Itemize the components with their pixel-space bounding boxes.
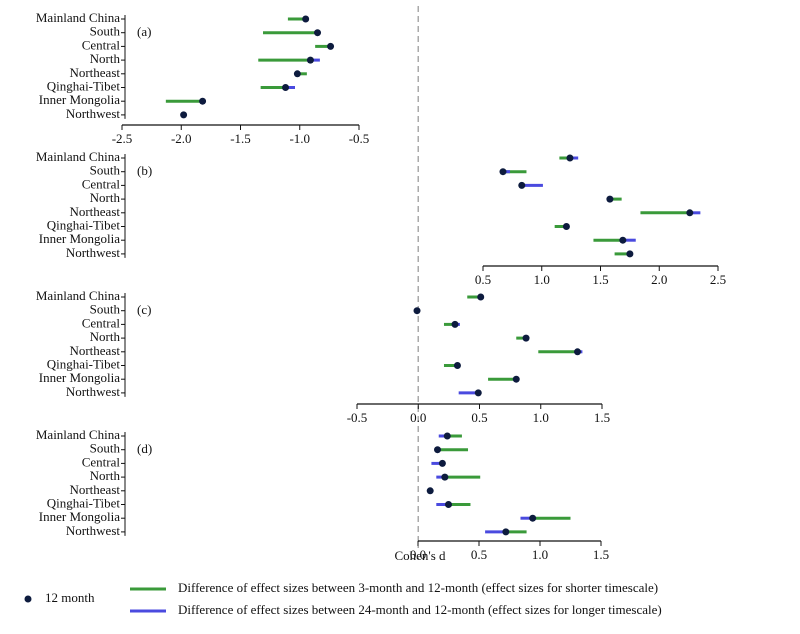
x-tick-label: 1.0 (534, 272, 550, 287)
category-label: Inner Mongolia (39, 370, 120, 385)
dot (562, 223, 570, 230)
legend-label: 12 month (45, 590, 95, 605)
x-tick-label: 1.5 (594, 410, 610, 425)
x-tick-label: -1.0 (289, 131, 310, 146)
dot (626, 250, 634, 258)
x-tick-label: 2.5 (710, 272, 726, 287)
category-label: South (90, 302, 121, 317)
dot (293, 70, 301, 78)
dot (574, 348, 581, 356)
panel-label: (b) (137, 163, 152, 178)
x-tick-label: 0.0 (410, 547, 426, 562)
category-label: North (90, 51, 121, 66)
dot (512, 375, 520, 383)
legend-marker (24, 595, 32, 603)
category-label: Qinghai-Tibet (47, 356, 121, 371)
dot (477, 293, 485, 301)
dot (445, 501, 452, 508)
dot (619, 236, 627, 244)
category-label: Northwest (66, 106, 121, 121)
x-tick-label: 1.5 (593, 547, 609, 562)
category-label: North (90, 190, 121, 205)
category-label: Mainland China (36, 427, 120, 442)
dot (451, 320, 459, 328)
category-label: North (90, 329, 121, 344)
x-tick-label: -0.5 (349, 131, 370, 146)
dot (502, 528, 510, 536)
category-label: Qinghai-Tibet (47, 495, 121, 510)
dot (306, 56, 314, 64)
panel-label: (d) (137, 441, 152, 456)
x-tick-label: 0.5 (471, 410, 487, 425)
dot (282, 84, 290, 91)
dot (438, 459, 446, 467)
category-label: Inner Mongolia (39, 509, 120, 524)
x-tick-label: 1.0 (533, 410, 549, 425)
x-tick-label: 0.5 (471, 547, 487, 562)
category-label: South (90, 24, 121, 39)
category-label: Northeast (69, 65, 120, 80)
category-label: Northeast (69, 482, 120, 497)
dot (686, 209, 694, 217)
category-label: Central (82, 176, 121, 191)
dot (441, 473, 449, 481)
legend-label: Difference of effect sizes between 3-mon… (178, 580, 658, 595)
dot (413, 307, 421, 315)
category-label: Central (82, 37, 121, 52)
category-label: Mainland China (36, 149, 120, 164)
category-label: Central (82, 454, 121, 469)
category-label: North (90, 468, 121, 483)
x-tick-label: 1.5 (592, 272, 608, 287)
x-tick-label: -0.5 (347, 410, 368, 425)
dot (522, 334, 530, 342)
category-label: Northwest (66, 523, 121, 538)
x-tick-label: -2.0 (171, 131, 192, 146)
dot (443, 432, 451, 440)
dot (302, 15, 310, 23)
x-tick-label: 0.5 (475, 272, 491, 287)
category-label: Inner Mongolia (39, 92, 120, 107)
dot (314, 29, 322, 37)
panel-label: (a) (137, 24, 151, 39)
dot (434, 446, 442, 454)
dot (606, 195, 614, 203)
dot (180, 111, 188, 119)
category-label: Mainland China (36, 288, 120, 303)
x-tick-label: 1.0 (532, 547, 548, 562)
dot (453, 362, 461, 369)
dot (518, 181, 526, 189)
panel-label: (c) (137, 302, 151, 317)
category-label: South (90, 441, 121, 456)
category-label: Northeast (69, 343, 120, 358)
dot (199, 97, 207, 105)
category-label: Inner Mongolia (39, 231, 120, 246)
category-label: Qinghai-Tibet (47, 78, 121, 93)
category-label: Central (82, 315, 121, 330)
category-label: Northwest (66, 384, 121, 399)
dot (529, 514, 537, 522)
category-label: Qinghai-Tibet (47, 217, 121, 232)
dot (566, 154, 574, 162)
legend-label: Difference of effect sizes between 24-mo… (178, 602, 662, 617)
category-label: Mainland China (36, 10, 120, 25)
x-tick-label: -2.5 (112, 131, 133, 146)
category-label: Northeast (69, 204, 120, 219)
x-tick-label: -1.5 (230, 131, 251, 146)
dot (474, 389, 482, 397)
x-tick-label: 0.0 (410, 410, 426, 425)
category-label: South (90, 163, 121, 178)
dot (327, 42, 335, 50)
x-axis-label: Cohen's d (394, 548, 446, 563)
dot (426, 487, 434, 495)
x-tick-label: 2.0 (651, 272, 667, 287)
category-label: Northwest (66, 245, 121, 260)
dot (499, 168, 507, 176)
